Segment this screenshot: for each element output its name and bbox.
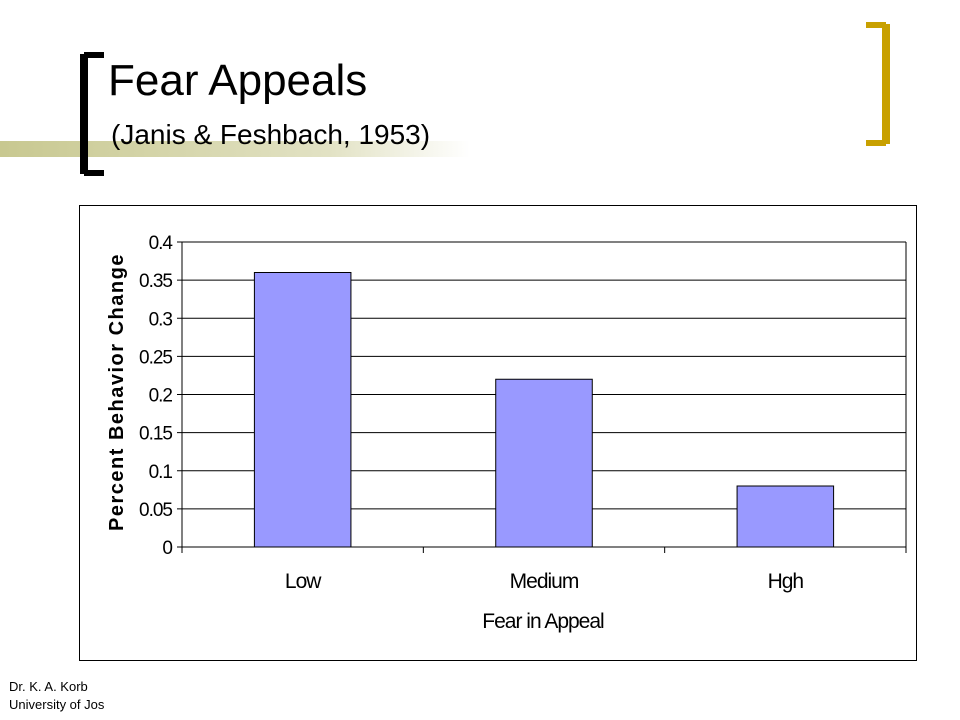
y-tick-label: 0.3 bbox=[149, 309, 173, 330]
bar-high bbox=[736, 485, 835, 548]
y-tick-labels: 0 0.05 0.1 0.15 0.2 0.25 0.3 0.35 0.4 bbox=[139, 233, 174, 559]
y-tick-label: 0.1 bbox=[149, 462, 173, 483]
bar-chart: 0 0.05 0.1 0.15 0.2 0.25 0.3 0.35 0.4 Low Medium H… bbox=[106, 233, 907, 633]
y-tick-label: 0.05 bbox=[139, 500, 172, 521]
y-tick-label: 0.4 bbox=[149, 233, 174, 254]
footer-credit: Dr. K. A. Korb University of Jos bbox=[9, 678, 104, 714]
x-tick-label: Medium bbox=[510, 570, 579, 593]
bars bbox=[253, 272, 835, 548]
axes bbox=[177, 241, 907, 553]
bar-medium bbox=[495, 378, 593, 548]
title-accent-gradient-line bbox=[0, 141, 470, 157]
y-tick-label: 0.35 bbox=[139, 271, 172, 292]
x-tick-labels: Low Medium Hgh bbox=[285, 570, 805, 593]
y-tick-label: 0.2 bbox=[149, 386, 173, 407]
footer-author: Dr. K. A. Korb bbox=[9, 679, 88, 694]
x-tick-label: Low bbox=[285, 570, 322, 593]
y-tick-label: 0.15 bbox=[139, 424, 172, 445]
x-axis-label: Fear in Appeal bbox=[482, 610, 604, 633]
left-bracket-decoration bbox=[80, 52, 104, 176]
slide-title: Fear Appeals bbox=[108, 56, 368, 105]
x-tick-label: Hgh bbox=[768, 570, 804, 593]
footer-institution: University of Jos bbox=[9, 697, 105, 712]
y-tick-label: 0.25 bbox=[139, 347, 172, 368]
y-axis-label: Percent Behavior Change bbox=[106, 253, 128, 531]
right-bracket-decoration bbox=[866, 22, 890, 146]
y-tick-label: 0 bbox=[162, 538, 172, 559]
bar-low bbox=[253, 272, 352, 548]
slide-subtitle: (Janis & Feshbach, 1953) bbox=[111, 119, 431, 150]
